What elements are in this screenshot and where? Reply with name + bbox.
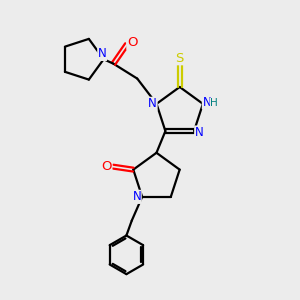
Text: N: N	[202, 96, 211, 109]
Text: H: H	[210, 98, 218, 108]
Text: N: N	[98, 47, 106, 60]
Text: O: O	[127, 36, 137, 50]
Text: N: N	[195, 126, 203, 139]
Text: S: S	[176, 52, 184, 65]
Text: O: O	[101, 160, 112, 173]
Text: N: N	[132, 190, 141, 203]
Text: N: N	[148, 97, 157, 110]
